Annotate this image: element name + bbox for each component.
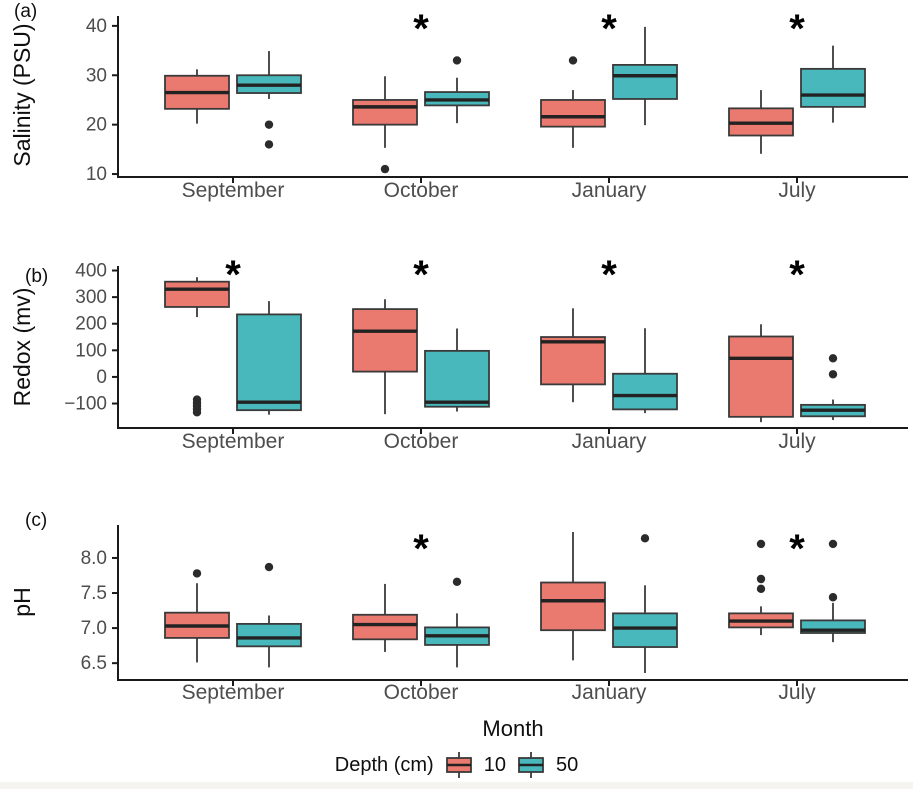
x-tick-label-september: September xyxy=(182,430,285,453)
panel-a-salinity: (a)Salinity (PSU) 40 30 20 10 September Octobe… xyxy=(9,1,908,202)
outlier-dot-depth50-july xyxy=(828,370,838,379)
y-tick-label: 7.5 xyxy=(81,583,107,604)
box-depth10-october xyxy=(352,613,418,641)
significance-star-july: * xyxy=(789,527,805,571)
significance-star-july: * xyxy=(789,253,805,297)
x-tick-label-january: January xyxy=(572,681,647,704)
box-depth50-january xyxy=(612,612,678,648)
legend-label-depth-10: 10 xyxy=(483,753,506,776)
x-tick-label-july: July xyxy=(778,179,816,202)
outlier-dot-depth50-september xyxy=(264,562,274,572)
x-tick-label-october: October xyxy=(384,430,459,453)
box-depth50-july xyxy=(800,67,866,108)
y-axis-title: Salinity (PSU) xyxy=(9,23,35,166)
outlier-dot-depth50-january xyxy=(640,534,650,543)
legend-label-depth-50: 50 xyxy=(555,753,579,776)
panel-b-redox: (b)Redox (mv) 400 300 200 100 0 −100 September O… xyxy=(9,253,908,453)
significance-star-january: * xyxy=(601,253,617,297)
outlier-dot-depth10-july xyxy=(756,584,766,594)
y-tick-label: −100 xyxy=(64,394,107,415)
outlier-dot-depth10-july xyxy=(756,574,766,584)
outlier-dot-depth10-january xyxy=(568,56,578,65)
significance-star-october: * xyxy=(413,253,429,297)
x-tick-label-july: July xyxy=(778,681,816,704)
y-tick-label: 10 xyxy=(86,164,107,185)
box-depth50-october xyxy=(424,349,490,408)
significance-star-october: * xyxy=(413,527,429,571)
box-depth50-january xyxy=(612,372,678,411)
x-tick-label-january: January xyxy=(572,430,647,453)
significance-star-july: * xyxy=(789,7,805,51)
y-tick-label: 300 xyxy=(75,287,107,308)
panel-letter: (c) xyxy=(25,510,47,531)
y-axis-title: Redox (mv) xyxy=(9,288,35,407)
outlier-dot-depth50-july xyxy=(828,539,838,549)
outlier-dot-depth50-july xyxy=(828,593,838,602)
legend-key-depth-10-icon xyxy=(445,752,472,778)
significance-star-october: * xyxy=(413,7,429,51)
outlier-dot-depth10-september xyxy=(192,408,202,417)
panel-letter: (a) xyxy=(14,1,37,22)
y-tick-label: 30 xyxy=(86,65,107,86)
outlier-dot-depth50-july xyxy=(828,354,838,363)
legend: Depth (cm) 10 50 xyxy=(0,748,913,782)
x-tick-label-october: October xyxy=(384,179,459,202)
x-axis-title: Month xyxy=(482,716,544,741)
x-tick-label-january: January xyxy=(572,179,647,202)
legend-key-depth-50-icon xyxy=(518,752,544,778)
bottom-edge-strip xyxy=(0,782,913,789)
box-depth10-january xyxy=(540,581,606,632)
y-tick-label: 7.0 xyxy=(81,618,107,639)
significance-star-january: * xyxy=(601,7,617,51)
outlier-dot-depth50-september xyxy=(264,140,274,149)
y-axis-title: pH xyxy=(9,587,35,616)
box-depth10-january xyxy=(540,99,606,128)
outlier-dot-depth50-october xyxy=(452,577,462,587)
panel-letter: (b) xyxy=(25,266,48,287)
y-tick-label: 200 xyxy=(75,314,107,335)
box-depth10-september xyxy=(164,280,230,308)
y-tick-label: 400 xyxy=(75,261,107,282)
x-tick-label-october: October xyxy=(384,681,459,704)
y-tick-label: 100 xyxy=(75,340,107,361)
box-depth10-january xyxy=(540,336,606,386)
outlier-dot-depth10-july xyxy=(756,539,766,549)
panel-c-ph: (c) pH 8.0 7.5 7.0 6.5 September October January… xyxy=(9,510,908,704)
x-tick-label-july: July xyxy=(778,430,816,453)
y-tick-label: 20 xyxy=(86,115,107,136)
outlier-dot-depth50-october xyxy=(452,56,462,65)
outlier-dot-depth10-september xyxy=(192,569,202,578)
y-tick-label: 8.0 xyxy=(81,548,107,569)
box-depth50-september xyxy=(236,313,302,412)
legend-title: Depth (cm) xyxy=(334,753,434,776)
x-tick-label-september: September xyxy=(182,681,285,704)
box-depth50-january xyxy=(612,63,678,100)
y-tick-label: 6.5 xyxy=(81,653,107,674)
x-tick-label-september: September xyxy=(182,179,285,202)
outlier-dot-depth10-october xyxy=(380,164,390,174)
y-tick-label: 0 xyxy=(96,367,107,388)
box-depth10-october xyxy=(352,308,418,373)
box-depth10-october xyxy=(352,99,418,126)
box-depth10-july xyxy=(728,335,794,418)
significance-star-september: * xyxy=(225,253,241,297)
y-tick-label: 40 xyxy=(86,16,107,37)
outlier-dot-depth50-september xyxy=(264,120,274,129)
box-depth50-september xyxy=(236,622,302,648)
